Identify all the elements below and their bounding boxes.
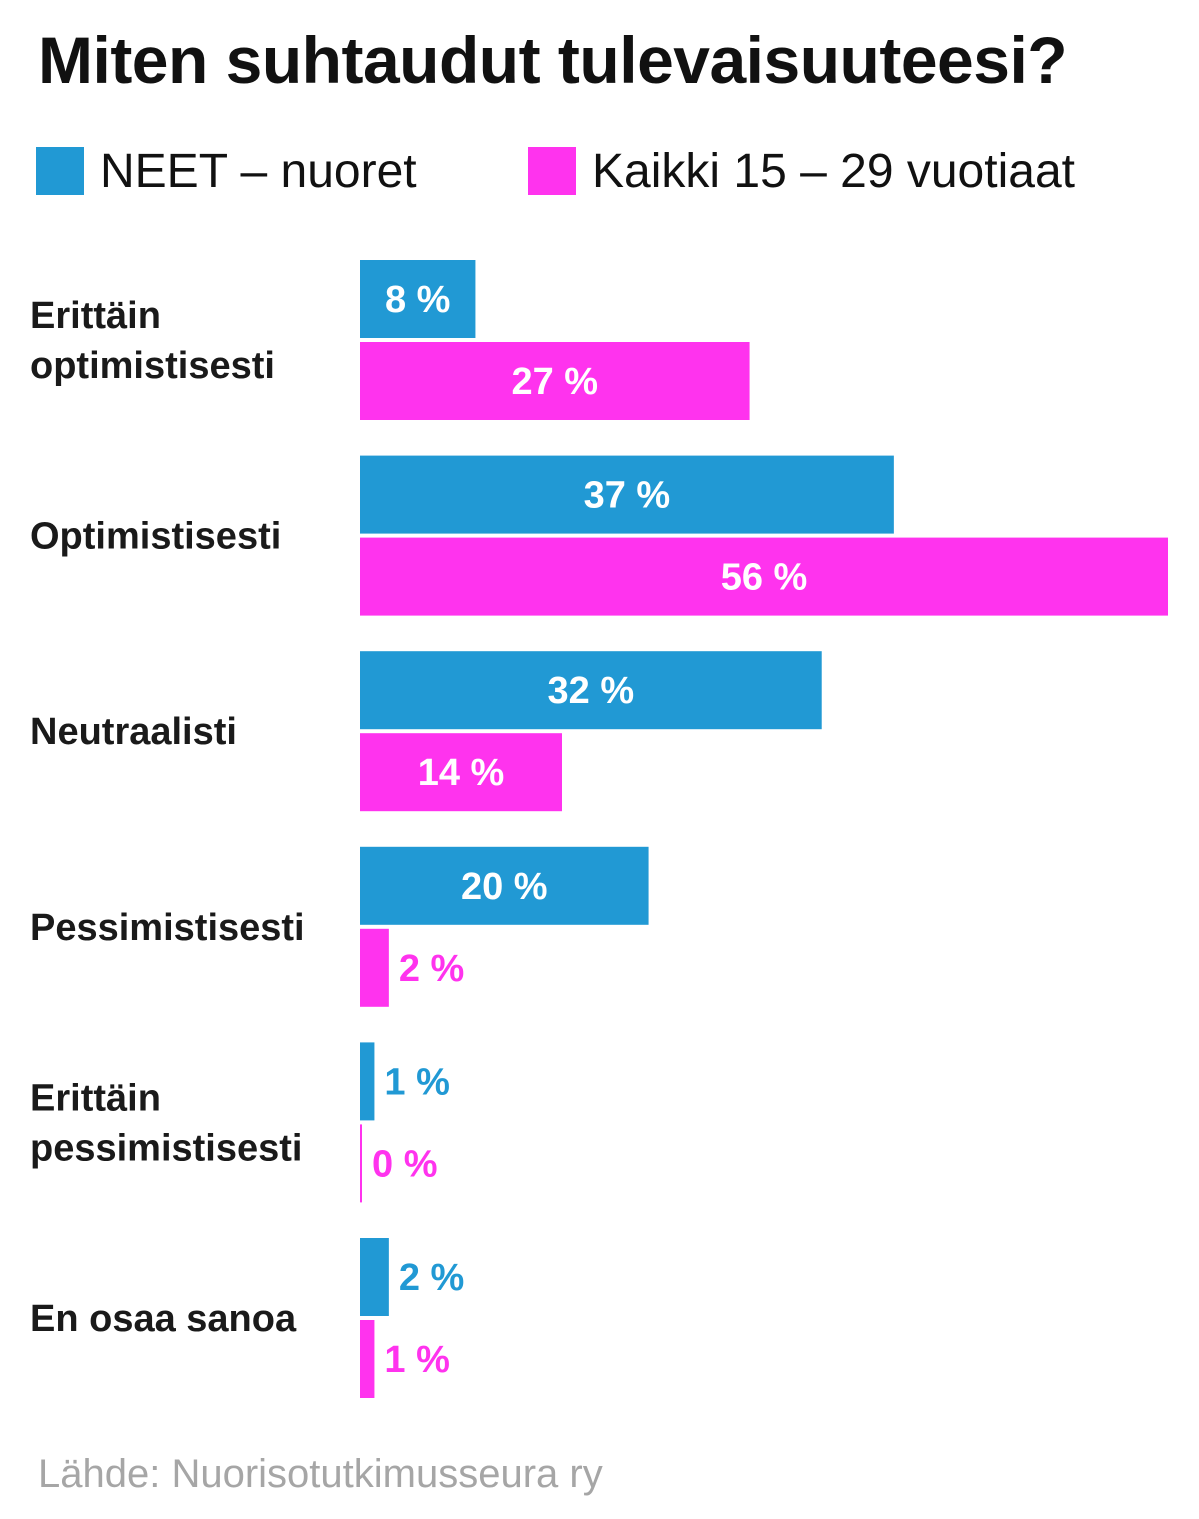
category-label-erittain-optimistisesti-line-1: Erittäin [30,295,161,337]
bar-en-osaa-sanoa-neet [360,1238,389,1316]
legend-label-all: Kaikki 15 – 29 vuotiaat [592,144,1075,198]
value-label-optimistisesti-neet: 37 % [584,475,671,517]
bar-pessimistisesti-all [360,928,389,1007]
bar-pessimistisesti-neet [360,846,649,925]
category-label-erittain-pessimistisesti-line-1: Erittäin [30,1077,161,1119]
value-label-erittain-optimistisesti-all: 27 % [511,361,598,403]
legend-swatch-all [528,147,576,195]
category-label-en-osaa-sanoa: En osaa sanoa [30,1298,297,1340]
bar-neutraalisti-neet [360,651,822,730]
category-label-optimistisesti: Optimistisesti [30,516,281,558]
bar-neutraalisti-all [360,733,562,812]
value-label-en-osaa-sanoa-neet: 2 % [399,1257,464,1299]
bar-optimistisesti-neet [360,455,894,534]
chart-title: Miten suhtaudut tulevaisuuteesi? [38,23,1068,97]
legend-item-all: Kaikki 15 – 29 vuotiaat [528,144,1075,198]
category-label-pessimistisesti: Pessimistisesti [30,907,305,949]
legend-label-neet: NEET – nuoret [100,144,417,198]
category-label-erittain-optimistisesti-line-2: optimistisesti [30,345,275,387]
legend-swatch-neet [36,147,84,195]
category-label-neutraalisti: Neutraalisti [30,711,237,753]
value-label-erittain-optimistisesti-neet: 8 % [385,279,450,321]
value-label-erittain-pessimistisesti-neet: 1 % [384,1061,449,1103]
bar-erittain-optimistisesti-all [360,342,750,420]
value-label-optimistisesti-all: 56 % [721,557,808,599]
bar-chart: Erittäin optimistisesti 8 % 27 % Optimistise… [30,260,1168,1398]
legend-item-neet: NEET – nuoret [36,144,417,198]
category-label-erittain-pessimistisesti-line-2: pessimistisesti [30,1127,302,1169]
bar-en-osaa-sanoa-all [360,1320,375,1398]
value-label-en-osaa-sanoa-all: 1 % [384,1339,449,1381]
bar-optimistisesti-all [360,537,1168,616]
value-label-pessimistisesti-neet: 20 % [461,866,548,908]
bar-erittain-pessimistisesti-neet [360,1042,375,1121]
value-label-neutraalisti-neet: 32 % [548,670,635,712]
bar-erittain-pessimistisesti-all [360,1124,362,1203]
bar-erittain-optimistisesti-neet [360,260,476,338]
source-note: Lähde: Nuorisotutkimusseura ry [38,1452,603,1496]
value-label-erittain-pessimistisesti-all: 0 % [372,1143,437,1185]
value-label-neutraalisti-all: 14 % [418,752,505,794]
value-label-pessimistisesti-all: 2 % [399,948,464,990]
